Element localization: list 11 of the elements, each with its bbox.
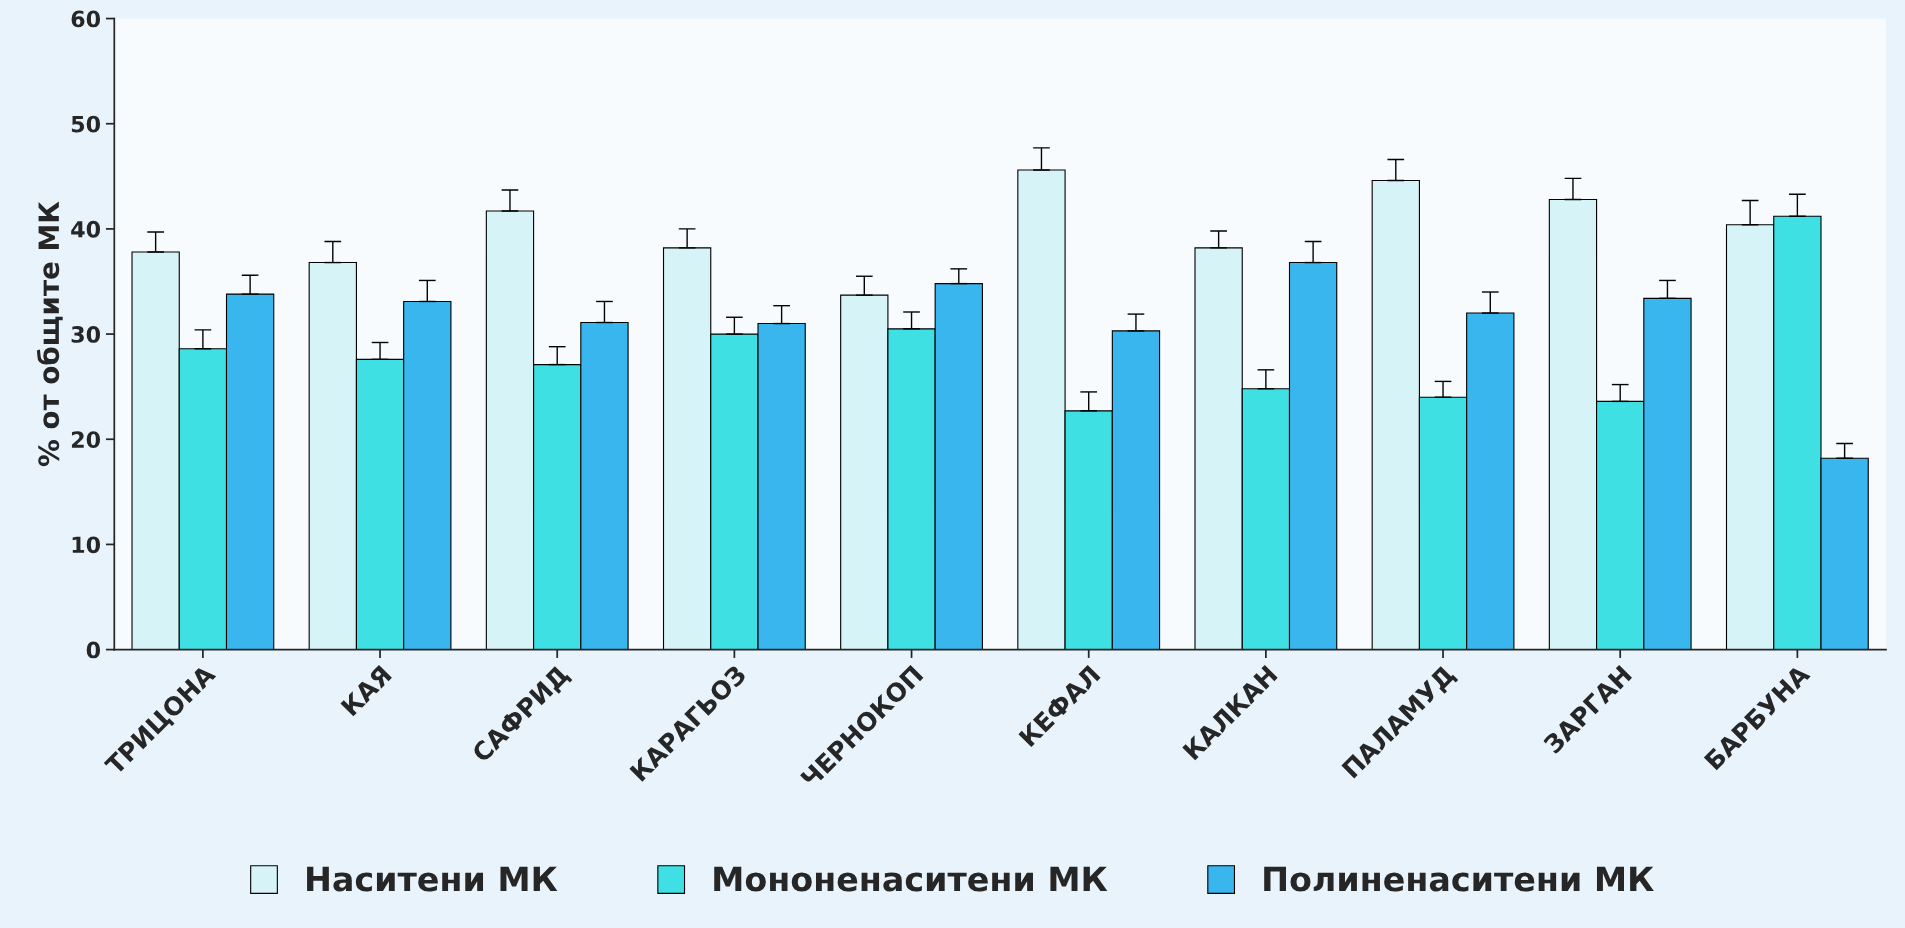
legend-label: Мононенаситени МК [714, 866, 1108, 892]
y-tick-label: 60 [71, 10, 101, 28]
y-axis-title: % от общите МК [36, 201, 63, 467]
y-tick-label: 30 [71, 326, 101, 343]
legend-label: Полиненаситени МК [1264, 866, 1654, 892]
y-tick-label: 40 [71, 220, 101, 238]
legend-label: Наситени МК [307, 866, 558, 892]
y-tick-label: 50 [71, 115, 101, 133]
y-tick-label: 0 [86, 641, 101, 659]
y-tick-label: 20 [71, 431, 101, 449]
y-tick-label: 10 [72, 536, 101, 554]
